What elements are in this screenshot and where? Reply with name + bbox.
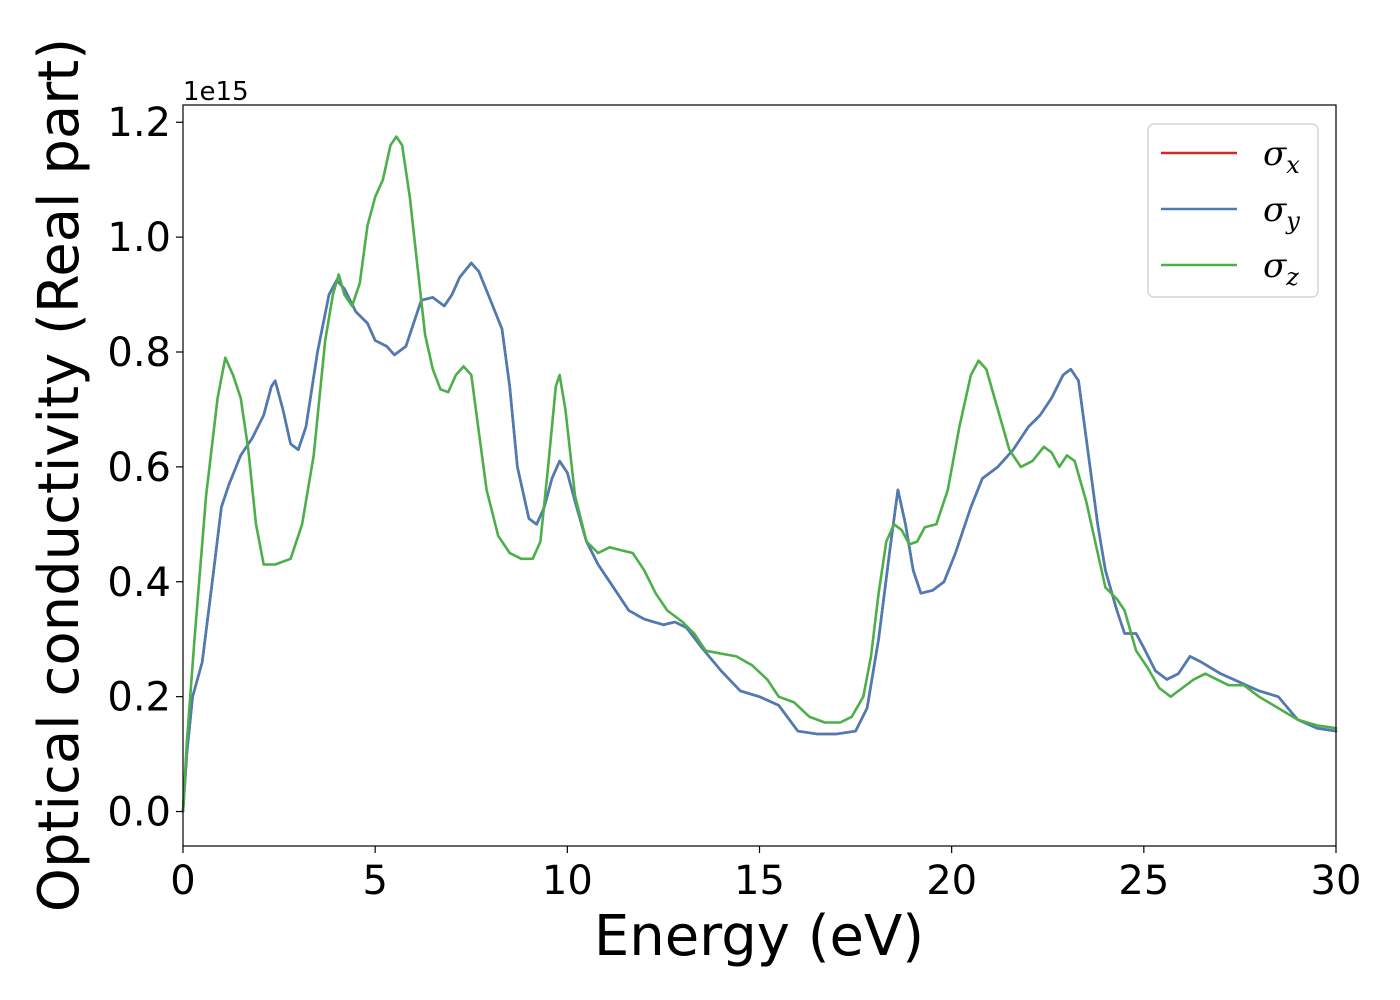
- legend-label-y: σy: [1263, 190, 1300, 235]
- plot-lines: [181, 135, 1338, 813]
- y-tick-label: 0.8: [107, 330, 171, 376]
- x-tick-label: 20: [926, 858, 977, 904]
- series-line-y: [181, 261, 1338, 813]
- x-tick-label: 0: [170, 858, 195, 904]
- x-tick-label: 15: [734, 858, 785, 904]
- legend-symbol: σ: [1263, 190, 1287, 230]
- legend-subscript: x: [1286, 151, 1300, 179]
- y-tick-label: 1.0: [107, 215, 171, 261]
- x-tick-label: 5: [362, 858, 387, 904]
- x-tick-label: 10: [542, 858, 593, 904]
- series-line-x: [181, 261, 1338, 813]
- y-axis-title: Optical conductivity (Real part): [27, 38, 92, 912]
- legend-symbol: σ: [1263, 134, 1287, 174]
- y-tick-label: 0.2: [107, 675, 171, 721]
- legend-label-z: σz: [1263, 246, 1299, 291]
- legend-box: [1147, 123, 1319, 298]
- y-axis-ticks: 0.0 0.2 0.4 0.6 0.8 1.0 1.2: [107, 100, 183, 836]
- legend-subscript: y: [1285, 207, 1300, 235]
- y-tick-label: 0.4: [107, 560, 171, 606]
- legend-subscript: z: [1285, 263, 1299, 291]
- x-axis-title: Energy (eV): [594, 904, 924, 969]
- x-axis-ticks: 0 5 10 15 20 25 30: [170, 846, 1361, 904]
- y-tick-label: 0.6: [107, 445, 171, 491]
- y-offset-label: 1e15: [183, 77, 249, 107]
- legend-symbol: σ: [1263, 246, 1287, 286]
- y-tick-label: 1.2: [107, 100, 171, 146]
- x-tick-label: 25: [1118, 858, 1169, 904]
- legend-label-x: σx: [1263, 134, 1300, 179]
- x-tick-label: 30: [1311, 858, 1362, 904]
- series-line-z: [181, 135, 1338, 813]
- y-tick-label: 0.0: [107, 790, 171, 836]
